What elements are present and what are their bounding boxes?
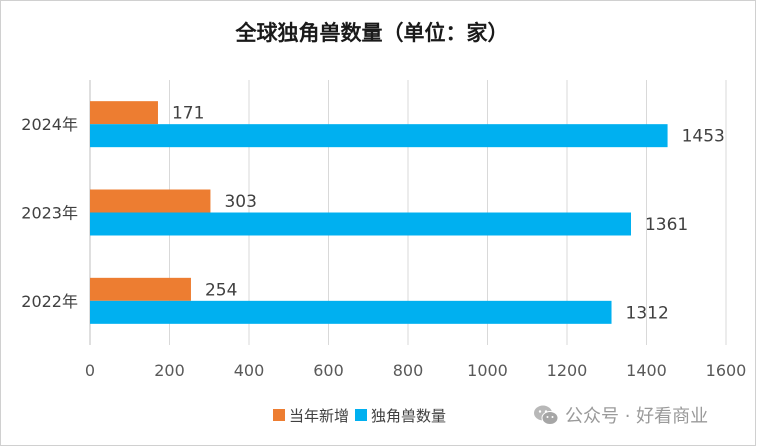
legend-swatch bbox=[355, 409, 367, 421]
y-axis-categories: 2024年 2023年 2022年 bbox=[21, 115, 78, 311]
x-tick-label: 1400 bbox=[626, 361, 667, 380]
x-tick-label: 400 bbox=[234, 361, 265, 380]
bars bbox=[90, 101, 668, 324]
category-label: 2024年 bbox=[21, 115, 78, 134]
x-tick-label: 800 bbox=[393, 361, 424, 380]
watermark: 公众号 · 好看商业 bbox=[533, 400, 708, 430]
data-label: 171 bbox=[172, 104, 204, 124]
wechat-icon bbox=[534, 405, 559, 425]
legend-label: 当年新增 bbox=[289, 407, 349, 425]
data-label: 1361 bbox=[645, 215, 688, 235]
legend: 当年新增 独角兽数量 bbox=[273, 407, 446, 425]
bar bbox=[90, 189, 211, 213]
data-label: 1312 bbox=[626, 303, 669, 323]
category-label: 2022年 bbox=[21, 292, 78, 311]
bar bbox=[90, 212, 631, 236]
data-label: 303 bbox=[224, 192, 256, 212]
data-label: 254 bbox=[205, 280, 237, 300]
x-tick-label: 1200 bbox=[547, 361, 588, 380]
bar bbox=[90, 277, 191, 301]
watermark-text: 公众号 · 好看商业 bbox=[565, 406, 709, 427]
chart-title: 全球独角兽数量（单位：家） bbox=[235, 21, 509, 45]
data-label: 1453 bbox=[682, 127, 725, 147]
x-tick-label: 200 bbox=[154, 361, 185, 380]
x-tick-label: 1600 bbox=[706, 361, 747, 380]
bar bbox=[90, 101, 158, 125]
x-tick-label: 0 bbox=[85, 361, 95, 380]
x-tick-label: 1000 bbox=[467, 361, 508, 380]
data-labels: 171 1453 303 1361 254 1312 bbox=[172, 104, 725, 324]
legend-swatch bbox=[273, 409, 285, 421]
x-tick-label: 600 bbox=[313, 361, 344, 380]
bar bbox=[90, 300, 612, 324]
legend-label: 独角兽数量 bbox=[371, 407, 446, 425]
x-axis-ticks: 0 200 400 600 800 1000 1200 1400 1600 bbox=[85, 361, 746, 380]
category-label: 2023年 bbox=[21, 204, 78, 223]
bar bbox=[90, 124, 668, 148]
